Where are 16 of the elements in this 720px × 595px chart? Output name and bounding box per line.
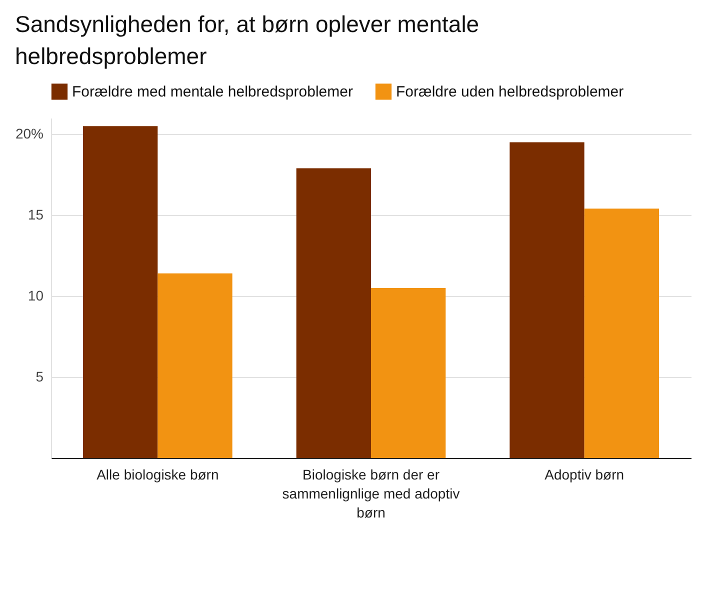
bar bbox=[158, 273, 232, 458]
bar bbox=[510, 142, 584, 458]
y-tick-label: 5 bbox=[36, 368, 44, 385]
x-tick-label: Alle biologiske børn bbox=[96, 466, 219, 482]
bar bbox=[83, 126, 158, 458]
chart-title: Sandsynligheden for, at børn oplever mentale helbredsproblemer bbox=[14, 11, 480, 69]
legend-label: Forældre uden helbredsproblemer bbox=[396, 84, 624, 101]
x-tick-label: Adoptiv børn bbox=[544, 466, 624, 482]
bar bbox=[584, 208, 659, 458]
y-tick-label: 10 bbox=[28, 288, 44, 304]
y-tick-label: 20% bbox=[15, 126, 44, 142]
bar bbox=[371, 288, 446, 458]
y-tick-label: 15 bbox=[28, 206, 44, 223]
x-tick-label: Biologiske børn der er sammenlignlige med adoptiv børn bbox=[282, 466, 460, 520]
legend-label: Forældre med mentale helbredsproblemer bbox=[72, 84, 353, 101]
bar bbox=[296, 168, 371, 458]
